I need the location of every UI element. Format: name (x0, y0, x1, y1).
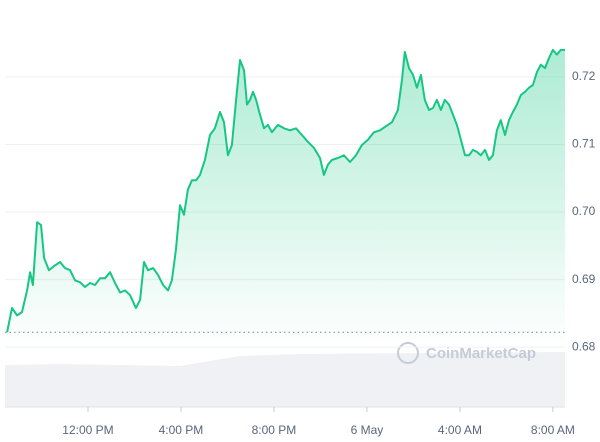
watermark-text: CoinMarketCap (426, 345, 536, 362)
y-tick-label: 0.71 (572, 137, 596, 151)
x-tick-label: 4:00 AM (438, 423, 482, 437)
y-tick-label: 0.68 (572, 339, 596, 353)
x-tick-label: 12:00 PM (62, 423, 113, 437)
x-tick-label: 6 May (351, 423, 384, 437)
y-tick-label: 0.72 (572, 69, 596, 83)
x-tick-label: 8:00 AM (531, 423, 575, 437)
y-tick-label: 0.69 (572, 272, 596, 286)
volume-background (5, 352, 565, 407)
area (7, 49, 565, 348)
x-tick-label: 8:00 PM (252, 423, 297, 437)
y-tick-label: 0.70 (572, 204, 596, 218)
price-line (6, 48, 565, 333)
x-tick-label: 4:00 PM (159, 423, 204, 437)
